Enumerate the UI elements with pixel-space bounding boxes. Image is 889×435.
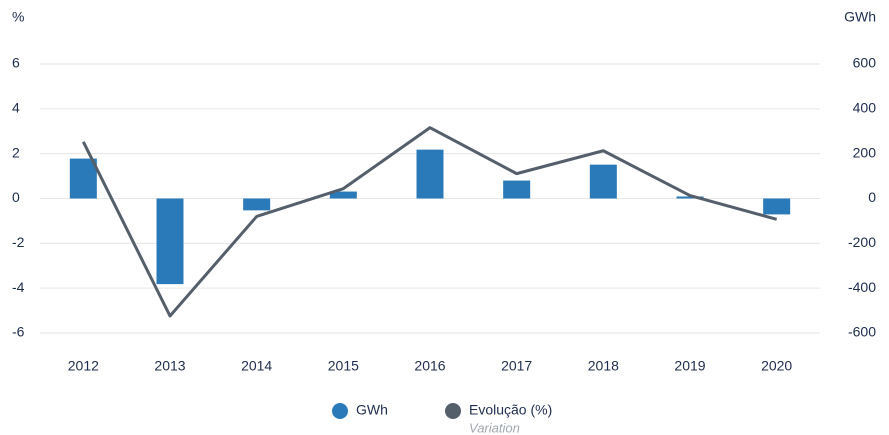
- bar: [589, 164, 617, 199]
- bar: [503, 180, 531, 199]
- y2-tick-label: 0: [868, 189, 876, 205]
- y-axis-label: %: [12, 9, 24, 25]
- y2-axis-label: GWh: [844, 9, 876, 25]
- x-tick-label: 2012: [68, 358, 99, 374]
- legend-note: Variation: [469, 420, 520, 435]
- y2-tick-label: -600: [848, 324, 876, 340]
- x-tick-label: 2018: [588, 358, 619, 374]
- bar: [243, 198, 271, 211]
- x-tick-label: 2020: [761, 358, 792, 374]
- y-tick-label: 6: [12, 55, 20, 71]
- y-tick-label: 0: [12, 189, 20, 205]
- y2-tick-label: 200: [853, 144, 877, 160]
- y-tick-label: 2: [12, 144, 20, 160]
- bar: [763, 198, 791, 215]
- legend-marker: [332, 403, 348, 419]
- x-tick-label: 2015: [328, 358, 359, 374]
- y2-tick-label: 600: [853, 55, 877, 71]
- bar: [69, 158, 97, 199]
- y2-tick-label: -400: [848, 279, 876, 295]
- bar: [329, 191, 357, 199]
- y-tick-label: -4: [12, 279, 25, 295]
- y-tick-label: 4: [12, 100, 20, 116]
- x-tick-label: 2013: [154, 358, 185, 374]
- x-tick-label: 2017: [501, 358, 532, 374]
- y2-tick-label: -200: [848, 234, 876, 250]
- legend-label: Evolução (%): [469, 402, 552, 418]
- bar: [156, 198, 184, 285]
- x-tick-label: 2016: [414, 358, 445, 374]
- y-tick-label: -2: [12, 234, 25, 250]
- bar: [676, 196, 704, 199]
- legend-marker: [445, 403, 461, 419]
- line: [81, 126, 778, 318]
- legend-label: GWh: [356, 402, 388, 418]
- y-tick-label: -6: [12, 324, 25, 340]
- y2-tick-label: 400: [853, 100, 877, 116]
- x-tick-label: 2019: [674, 358, 705, 374]
- x-tick-label: 2014: [241, 358, 272, 374]
- bar: [416, 149, 444, 199]
